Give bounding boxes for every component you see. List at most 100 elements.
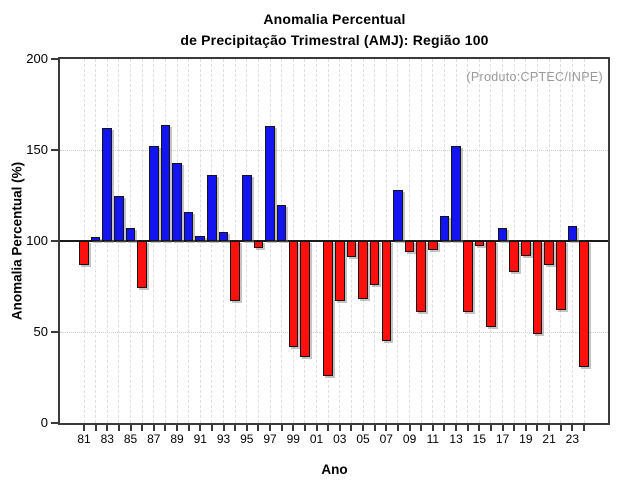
bar-03 — [335, 241, 345, 302]
h-gridline-150 — [60, 150, 608, 151]
y-tick-label-150: 150 — [26, 142, 48, 157]
bar-16 — [486, 241, 496, 327]
bar-81 — [79, 241, 89, 265]
x-axis-label: Ano — [321, 462, 348, 477]
x-tick-22 — [559, 425, 562, 431]
x-tick-01 — [315, 425, 318, 431]
x-tick-label-09: 09 — [402, 432, 417, 446]
x-tick-99 — [292, 425, 295, 431]
bar-85 — [125, 228, 136, 241]
x-tick-94 — [234, 425, 237, 431]
bar-24 — [579, 241, 589, 367]
bar-00 — [300, 241, 310, 358]
x-tick-12 — [443, 425, 446, 431]
bar-11 — [428, 241, 438, 251]
x-tick-88 — [164, 425, 167, 431]
bar-82 — [90, 237, 101, 241]
x-tick-18 — [513, 425, 516, 431]
x-tick-92 — [210, 425, 213, 431]
x-tick-label-93: 93 — [216, 432, 231, 446]
x-tick-24 — [583, 425, 585, 431]
x-tick-14 — [466, 425, 469, 431]
x-tick-07 — [385, 425, 388, 431]
x-tick-label-21: 21 — [542, 432, 556, 446]
bar-89 — [172, 162, 182, 241]
y-tick-label-0: 0 — [40, 415, 48, 430]
y-tick-150 — [51, 149, 58, 151]
bar-22 — [555, 241, 566, 311]
bar-09 — [404, 241, 415, 252]
y-tick-label-100: 100 — [26, 233, 48, 248]
x-tick-15 — [478, 425, 481, 431]
x-tick-label-91: 91 — [193, 432, 207, 446]
bar-86 — [137, 241, 147, 289]
x-tick-label-07: 07 — [379, 432, 393, 446]
x-tick-84 — [117, 425, 120, 431]
bar-04 — [346, 241, 357, 258]
bar-14 — [462, 241, 473, 312]
bar-23 — [567, 226, 578, 241]
bar-95 — [241, 175, 252, 241]
chart-title: Anomalia Percentual de Precipitação Trim… — [59, 9, 610, 51]
bar-92 — [207, 175, 217, 241]
x-tick-20 — [536, 425, 539, 431]
chart-title-line1: Anomalia Percentual — [263, 11, 406, 27]
x-tick-06 — [373, 425, 376, 431]
x-tick-82 — [94, 425, 97, 431]
bar-13 — [451, 146, 461, 241]
bar-18 — [509, 241, 520, 272]
x-tick-09 — [408, 425, 411, 431]
x-tick-label-23: 23 — [565, 432, 580, 446]
bar-19 — [521, 241, 531, 256]
bar-87 — [148, 146, 159, 241]
bar-05 — [358, 241, 368, 300]
x-tick-08 — [396, 425, 399, 431]
x-tick-10 — [420, 425, 423, 431]
bar-06 — [369, 241, 380, 285]
x-tick-00 — [303, 425, 306, 431]
x-tick-96 — [257, 425, 260, 431]
bar-15 — [474, 241, 485, 247]
bar-02 — [323, 241, 333, 376]
x-tick-91 — [199, 425, 202, 431]
bar-90 — [183, 211, 194, 241]
x-tick-label-95: 95 — [240, 432, 254, 446]
x-tick-16 — [489, 425, 492, 431]
x-tick-81 — [83, 425, 85, 431]
x-tick-label-15: 15 — [472, 432, 487, 446]
x-tick-label-17: 17 — [495, 432, 510, 446]
x-tick-label-99: 99 — [286, 432, 300, 446]
x-tick-04 — [350, 425, 353, 431]
bar-17 — [497, 228, 508, 241]
bar-07 — [381, 241, 392, 342]
x-tick-89 — [176, 425, 179, 431]
bar-20 — [532, 241, 543, 334]
y-tick-50 — [51, 331, 58, 333]
h-gridline-50 — [60, 332, 608, 333]
x-tick-83 — [106, 425, 109, 431]
x-tick-87 — [152, 425, 155, 431]
x-tick-label-87: 87 — [147, 432, 161, 446]
x-tick-97 — [269, 425, 272, 431]
x-tick-95 — [245, 425, 248, 431]
x-tick-11 — [431, 425, 434, 431]
x-tick-label-81: 81 — [77, 432, 91, 446]
x-tick-86 — [141, 425, 144, 431]
x-tick-13 — [455, 425, 458, 431]
bar-94 — [230, 241, 240, 302]
y-tick-0 — [51, 422, 58, 424]
x-tick-label-05: 05 — [356, 432, 370, 446]
x-tick-17 — [501, 425, 504, 431]
x-tick-label-85: 85 — [123, 432, 138, 446]
baseline-100 — [60, 240, 608, 242]
bar-99 — [288, 241, 299, 347]
x-tick-label-13: 13 — [449, 432, 463, 446]
bar-96 — [253, 241, 264, 249]
bar-21 — [544, 241, 554, 265]
x-tick-85 — [129, 425, 132, 431]
bar-84 — [114, 195, 124, 241]
y-tick-label-50: 50 — [33, 324, 48, 339]
bar-10 — [416, 241, 426, 312]
bar-88 — [160, 124, 171, 241]
